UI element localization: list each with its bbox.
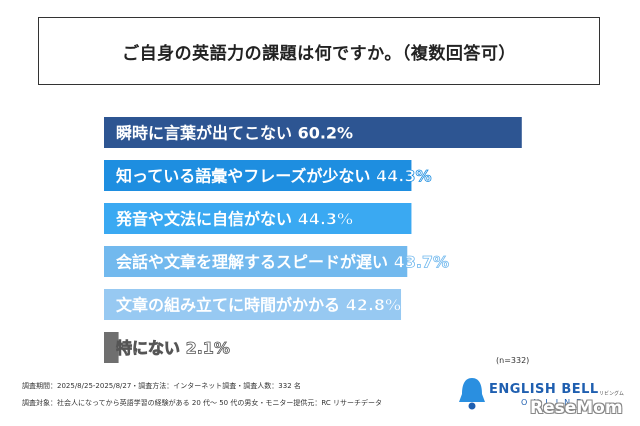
bell-icon [459,378,485,410]
category-label-3: 会話や文章を理解するスピードが遅い [116,253,394,272]
value-label-3: 43.7% [394,253,450,272]
footnote-target: 調査対象：社会人になってから英語学習の経験がある 20 代〜 50 代の男女・モ… [22,399,382,407]
bar-chart: 瞬時に言葉が出てこない 60.2%知っている語彙やフレーズが少ない 44.3%発… [104,117,522,363]
value-label-4: 42.8% [346,296,402,315]
bar-label-1: 知っている語彙やフレーズが少ない 44.3% [116,167,432,186]
bar-label-5: 特にない 2.1% [116,339,230,358]
footnote-period: 調査期間：2025/8/25-2025/8/27・調査方法：インターネット調査・… [22,382,301,390]
bar-label-0: 瞬時に言葉が出てこない 60.2% [116,124,353,143]
brand-kana: リビングム [599,391,624,397]
category-label-2: 発音や文法に自信がない [115,210,298,229]
bar-2 [104,203,412,234]
bar-0 [104,117,522,148]
bar-label-3: 会話や文章を理解するスピードが遅い 43.7% [116,253,449,272]
brand-logo: ENGLISH BELL リビングム ONLINE [455,368,625,418]
value-label-2: 44.3% [298,210,354,229]
bar-5 [104,332,119,363]
value-label-5: 2.1% [186,339,230,358]
brand-sub: ONLINE [521,398,588,407]
brand-name: ENGLISH BELL [489,382,599,397]
chart-title: ご自身の英語力の課題は何ですか。（複数回答可） [122,43,516,64]
bar-label-4: 文章の組み立てに時間がかかる 42.8% [116,296,401,315]
bar-4 [104,289,402,320]
watermark: ReseMom [530,398,623,418]
category-label-5: 特にない [116,339,186,358]
value-label-0: 60.2% [298,124,354,143]
category-label-0: 瞬時に言葉が出てこない [116,124,298,143]
category-label-1: 知っている語彙やフレーズが少ない [116,167,376,186]
sample-size-note: (n=332) [496,356,530,365]
bar-label-2: 発音や文法に自信がない 44.3% [115,210,353,229]
value-label-1: 44.3% [376,167,432,186]
bar-3 [104,246,408,277]
category-label-4: 文章の組み立てに時間がかかる [116,296,346,315]
bar-1 [104,160,412,191]
title-box: ご自身の英語力の課題は何ですか。（複数回答可） [38,17,600,85]
